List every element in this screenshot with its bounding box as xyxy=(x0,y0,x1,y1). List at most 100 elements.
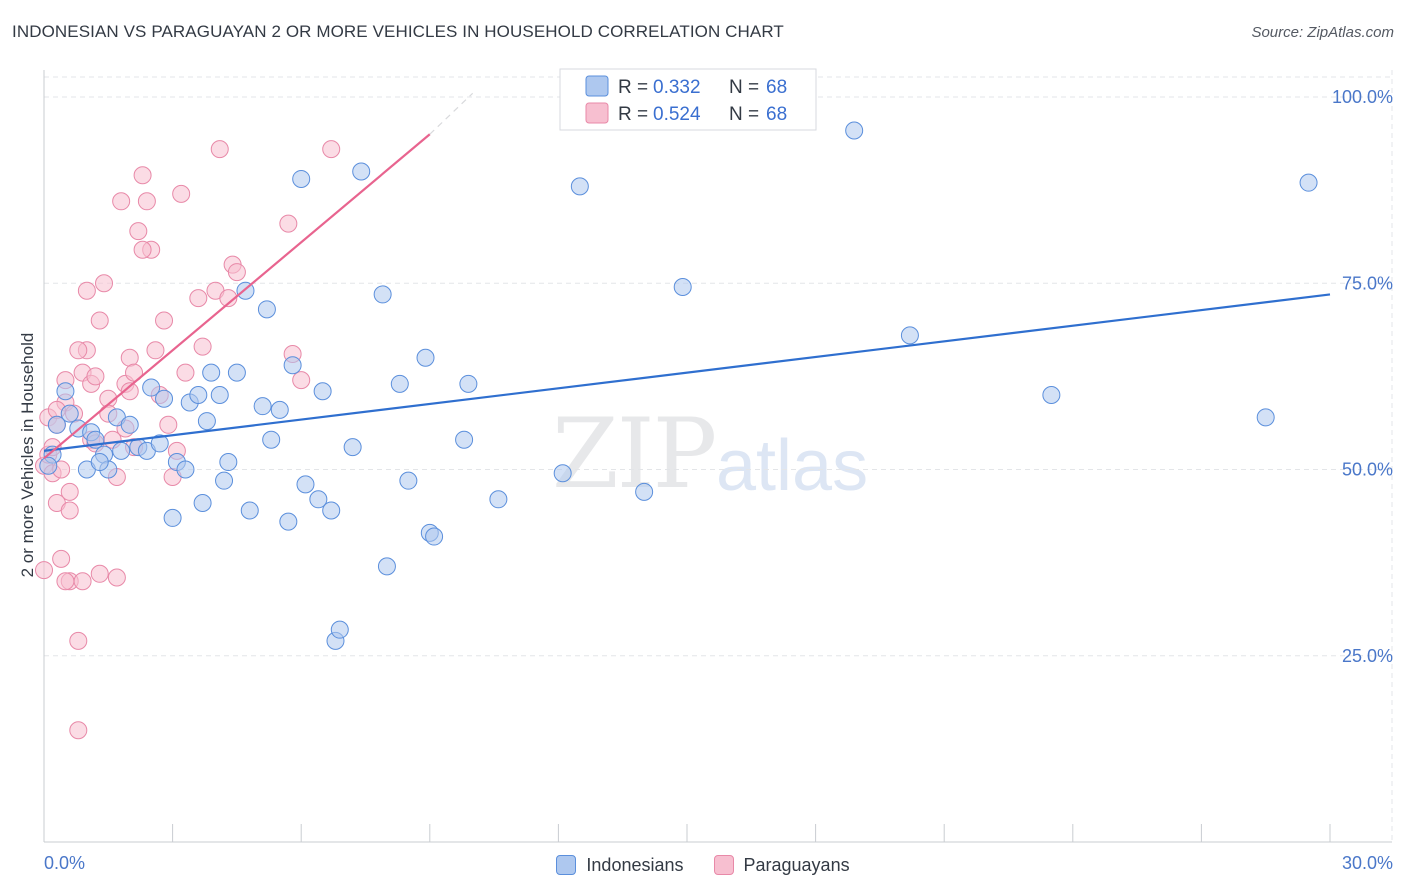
swatch-indonesians xyxy=(556,855,577,875)
indonesians-point xyxy=(373,285,392,304)
paraguayans-point xyxy=(90,564,109,583)
legend-r-value-paraguayans: 0.524 xyxy=(653,104,701,125)
paraguayans-point xyxy=(292,371,311,390)
watermark-zip: ZIP xyxy=(552,398,717,510)
paraguayans-point xyxy=(107,568,126,587)
indonesians-point xyxy=(343,438,362,457)
indonesians-point xyxy=(309,490,328,509)
y-tick-label: 50.0% xyxy=(1342,460,1393,480)
legend-swatch-paraguayans xyxy=(585,102,609,124)
y-tick-label: 100.0% xyxy=(1332,87,1393,107)
indonesians-point xyxy=(262,430,281,449)
y-tick-label: 75.0% xyxy=(1342,273,1393,293)
paraguayans-point xyxy=(69,631,88,650)
indonesians-point xyxy=(283,356,302,375)
paraguayans-point xyxy=(189,289,208,308)
indonesians-point xyxy=(253,397,272,416)
paraguayans-point xyxy=(69,721,88,740)
indonesians-point xyxy=(150,434,169,453)
paraguayans-point xyxy=(146,341,165,360)
indonesians-point xyxy=(219,453,238,472)
indonesians-point xyxy=(553,464,572,483)
bottom-legend: Indonesians Paraguayans xyxy=(0,852,1406,878)
indonesians-point xyxy=(390,374,409,393)
paraguayans-point xyxy=(120,348,139,367)
indonesians-point xyxy=(142,378,161,397)
paraguayans-point xyxy=(73,572,92,591)
legend-label-indonesians: Indonesians xyxy=(586,854,684,875)
indonesians-trend-line xyxy=(43,293,1331,452)
indonesians-point xyxy=(39,456,58,475)
legend-swatch-indonesians xyxy=(585,75,609,97)
indonesians-point xyxy=(489,490,508,509)
indonesians-point xyxy=(900,326,919,345)
indonesians-point xyxy=(155,389,174,408)
legend-label-paraguayans: Paraguayans xyxy=(743,854,850,875)
legend-box: R = 0.332 N = 68 R = 0.524 N = 68 xyxy=(559,68,817,131)
legend-n-value-paraguayans: 68 xyxy=(766,104,787,125)
paraguayans-point xyxy=(86,367,105,386)
paraguayans-point xyxy=(95,274,114,293)
paraguayans-point xyxy=(112,192,131,211)
indonesians-point xyxy=(47,415,66,434)
paraguayans-point xyxy=(210,140,229,159)
legend-item-paraguayans[interactable]: Paraguayans xyxy=(713,852,850,878)
paraguayans-trend-extension xyxy=(429,92,474,135)
indonesians-point xyxy=(1256,408,1275,427)
indonesians-point xyxy=(193,494,212,513)
paraguayans-point xyxy=(227,263,246,282)
paraguayans-point xyxy=(219,289,238,308)
indonesians-point xyxy=(189,386,208,404)
legend-n-value-indonesians: 68 xyxy=(766,77,787,98)
paraguayans-point xyxy=(60,501,79,520)
legend-r-label-indonesians: R = xyxy=(618,77,648,98)
indonesians-point xyxy=(459,374,478,393)
indonesians-points xyxy=(39,121,1318,650)
tick-labels: 25.0% 50.0% 75.0% 100.0% 0.0% 30.0% xyxy=(44,87,1393,873)
indonesians-point xyxy=(279,512,298,531)
indonesians-point xyxy=(197,412,216,431)
swatch-paraguayans xyxy=(713,855,734,875)
paraguayans-trend-line xyxy=(43,133,431,460)
indonesians-point xyxy=(1042,386,1061,404)
indonesians-point xyxy=(330,620,349,639)
indonesians-point xyxy=(60,404,79,423)
indonesians-point xyxy=(210,386,229,404)
indonesians-point xyxy=(352,162,371,181)
paraguayans-point xyxy=(133,240,152,259)
axes xyxy=(43,70,1392,843)
paraguayans-point xyxy=(77,281,96,300)
legend-item-indonesians[interactable]: Indonesians xyxy=(556,852,684,878)
indonesians-point xyxy=(377,557,396,576)
paraguayans-point xyxy=(60,482,79,501)
indonesians-point xyxy=(90,453,109,472)
legend-n-label-paraguayans: N = xyxy=(729,104,759,125)
paraguayans-point xyxy=(159,415,178,434)
paraguayans-point xyxy=(322,140,341,159)
indonesians-point xyxy=(227,363,246,382)
indonesians-point xyxy=(313,382,332,401)
paraguayans-point xyxy=(172,184,191,203)
indonesians-point xyxy=(215,471,234,490)
indonesians-point xyxy=(257,300,276,319)
indonesians-point xyxy=(322,501,341,520)
indonesians-point xyxy=(455,430,474,449)
paraguayans-point xyxy=(120,382,139,401)
indonesians-point xyxy=(120,415,139,434)
x-tick-label: 30.0% xyxy=(1342,853,1393,873)
indonesians-point xyxy=(570,177,589,196)
paraguayans-points xyxy=(35,140,341,740)
paraguayans-point xyxy=(279,214,298,233)
indonesians-point xyxy=(635,482,654,501)
paraguayans-point xyxy=(176,363,195,382)
x-tick-label: 0.0% xyxy=(44,853,85,873)
legend-r-value-indonesians: 0.332 xyxy=(653,77,701,98)
y-tick-label: 25.0% xyxy=(1342,646,1393,666)
paraguayans-point xyxy=(69,341,88,360)
paraguayans-point xyxy=(35,561,53,580)
indonesians-point xyxy=(240,501,259,520)
paraguayans-point xyxy=(125,363,144,382)
indonesians-point xyxy=(176,460,195,479)
indonesians-point xyxy=(416,348,435,367)
